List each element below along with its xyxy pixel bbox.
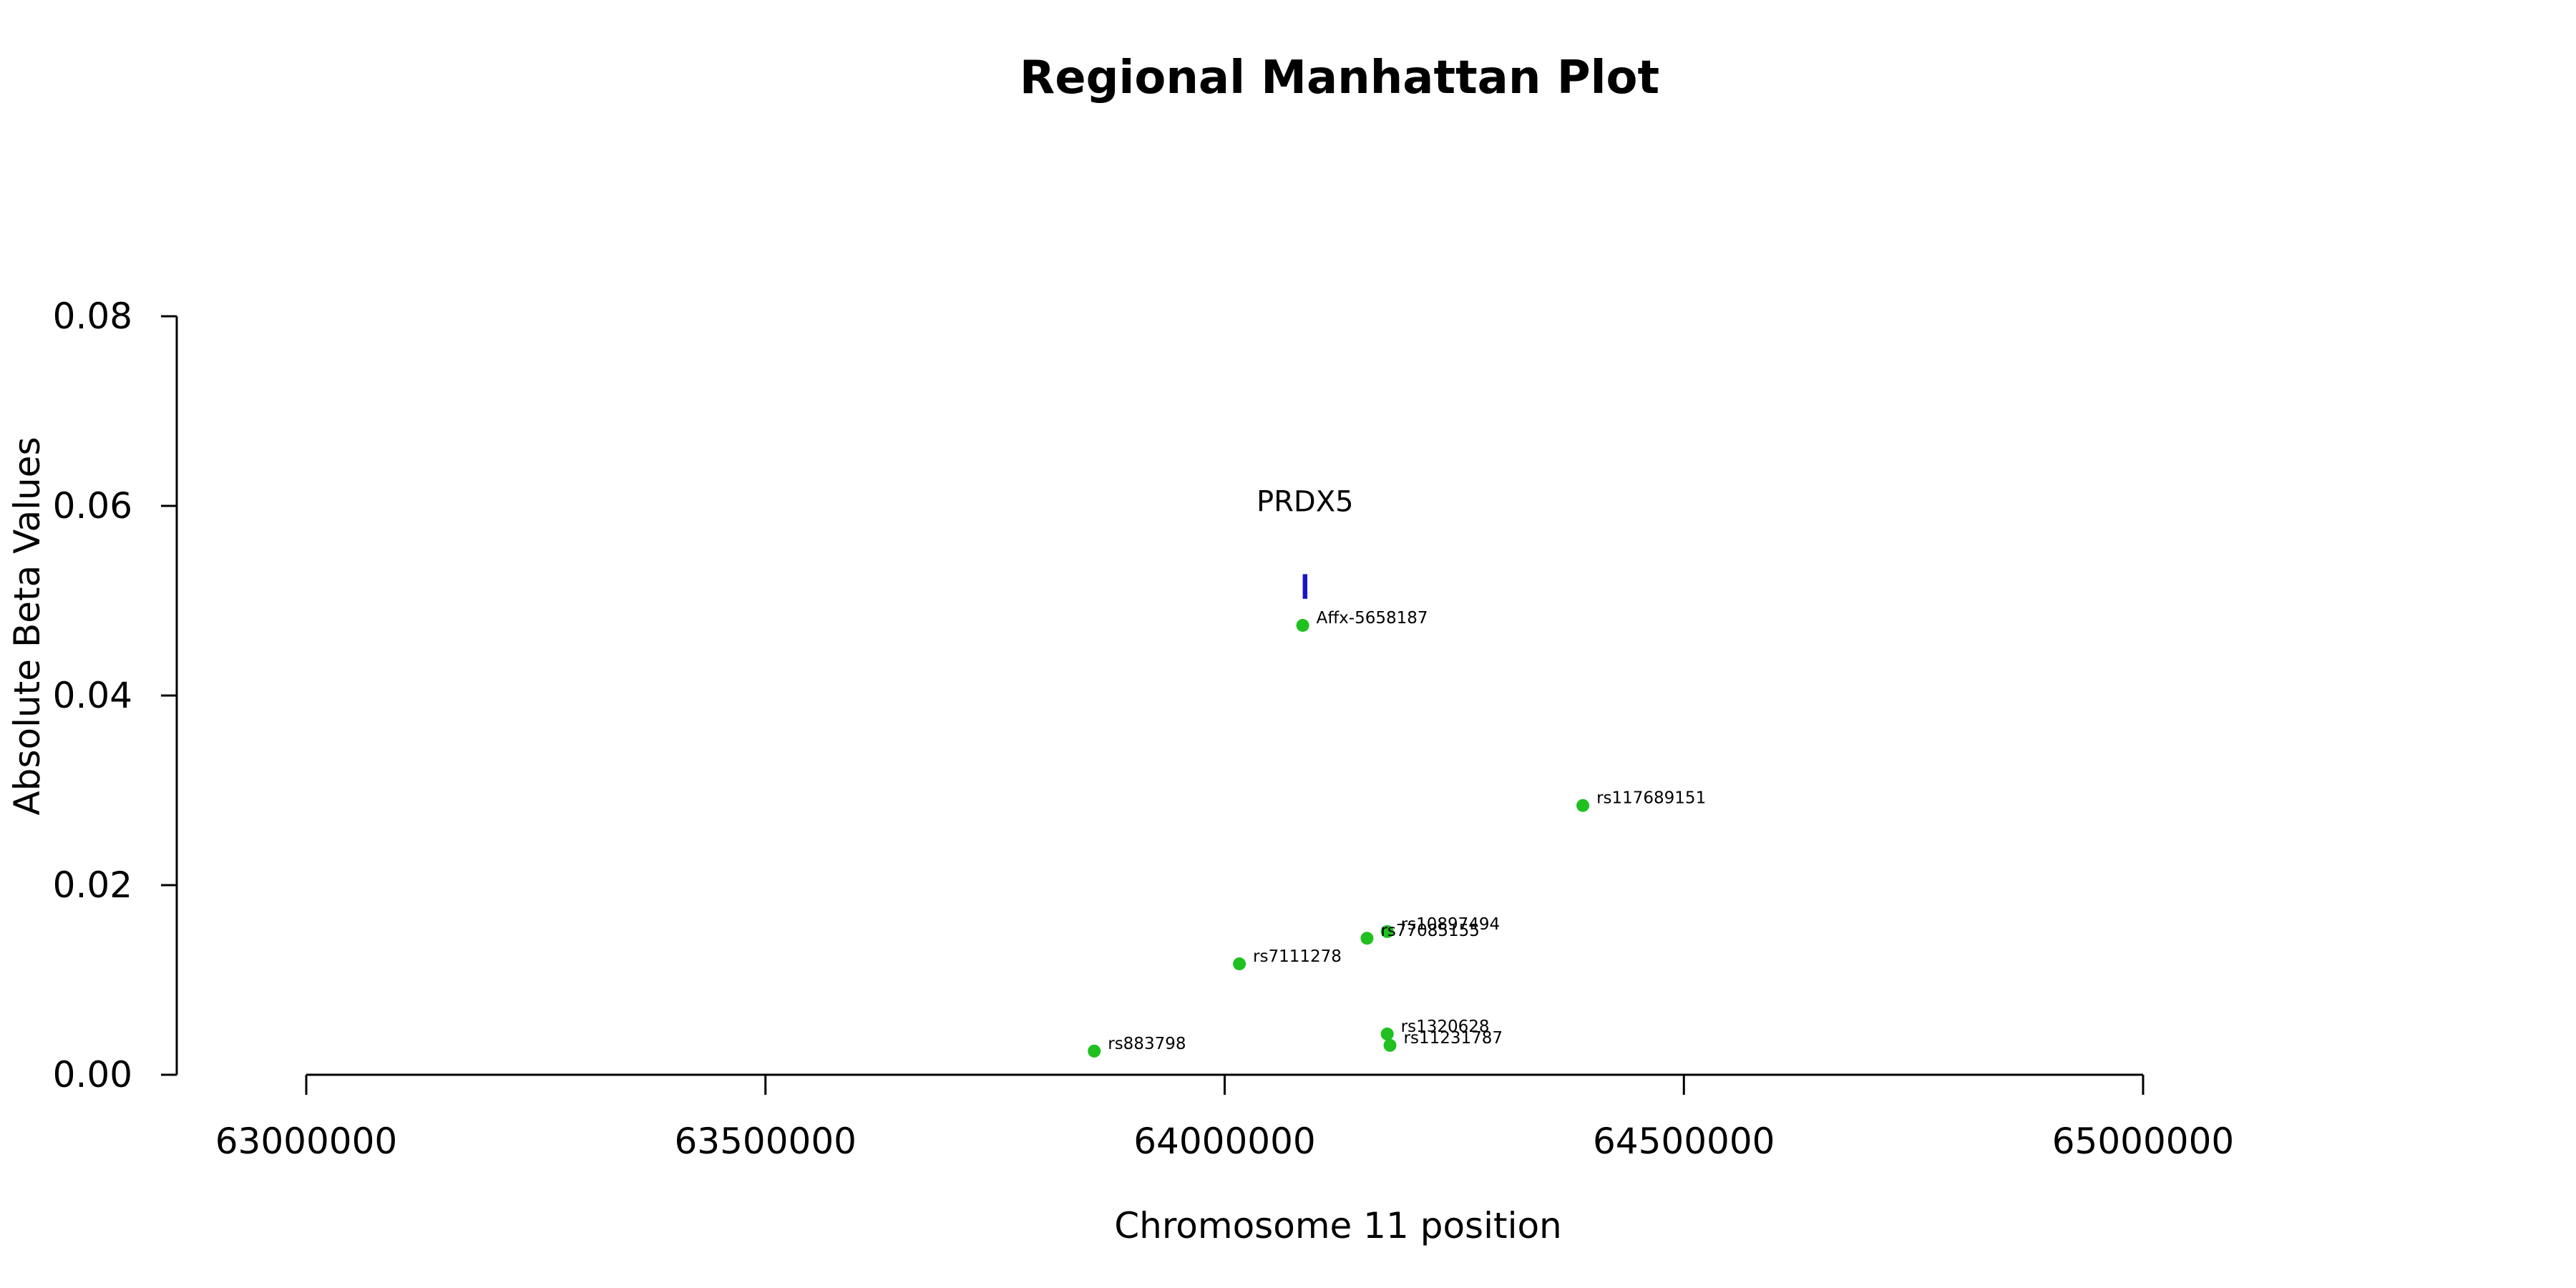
data-point <box>1380 924 1394 938</box>
data-point <box>1233 957 1246 970</box>
y-axis-label: Absolute Beta Values <box>6 437 48 816</box>
x-tick-label: 64000000 <box>1133 1121 1316 1162</box>
point-label: rs1320628 <box>1401 1018 1490 1036</box>
data-point <box>1296 618 1309 632</box>
x-tick-label: 63500000 <box>675 1121 857 1162</box>
point-label: Affx-5658187 <box>1317 609 1428 628</box>
y-axis-ticks: 0.00 0.02 0.04 0.06 0.08 <box>53 296 177 1096</box>
point-label: rs77085155 <box>1380 922 1480 940</box>
point-label: rs7111278 <box>1253 947 1342 966</box>
y-tick-label: 0.04 <box>53 675 132 716</box>
y-tick-label: 0.00 <box>53 1054 132 1096</box>
y-tick-label: 0.06 <box>53 485 132 527</box>
data-point <box>1088 1044 1101 1058</box>
y-tick-label: 0.02 <box>53 864 132 906</box>
data-point <box>1383 1038 1397 1052</box>
point-label: rs11231787 <box>1404 1029 1503 1048</box>
point-label: rs10897494 <box>1401 915 1501 934</box>
gene-mark <box>1302 574 1308 599</box>
data-points: Affx-5658187 rs117689151 rs10897494rs77085… <box>1088 609 1706 1058</box>
gene-annotations: PRDX5 <box>1257 485 1354 599</box>
x-tick-label: 63000000 <box>215 1121 398 1162</box>
data-point <box>1380 1028 1394 1041</box>
data-point <box>1576 799 1590 812</box>
x-axis-ticks: 63000000 63500000 64000000 64500000 65000000 <box>215 1075 2235 1162</box>
x-axis-label: Chromosome 11 position <box>1114 1205 1562 1246</box>
y-tick-label: 0.08 <box>53 296 132 337</box>
gene-label: PRDX5 <box>1257 485 1354 518</box>
point-label: rs117689151 <box>1596 789 1706 808</box>
x-tick-label: 64500000 <box>1593 1121 1775 1162</box>
point-label: rs883798 <box>1108 1035 1186 1053</box>
x-tick-label: 65000000 <box>2052 1121 2235 1162</box>
chart-title: Regional Manhattan Plot <box>1020 52 1659 104</box>
data-point <box>1360 932 1374 945</box>
